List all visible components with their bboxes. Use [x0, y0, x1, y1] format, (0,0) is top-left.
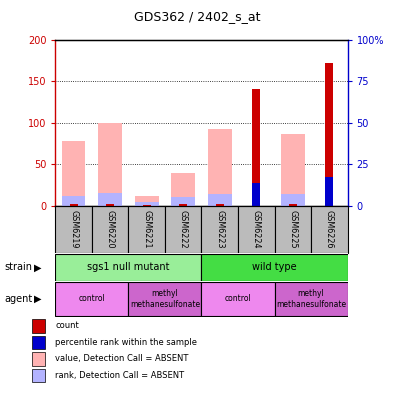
Bar — [171, 197, 195, 206]
Text: GSM6220: GSM6220 — [105, 210, 115, 249]
Text: GSM6219: GSM6219 — [69, 210, 78, 249]
Bar — [55, 206, 92, 253]
Bar — [32, 369, 45, 382]
Bar — [275, 206, 311, 253]
Bar — [216, 204, 224, 206]
Text: ▶: ▶ — [34, 262, 41, 272]
Text: strain: strain — [4, 262, 32, 272]
Bar — [32, 335, 45, 349]
Text: methyl
methanesulfonate: methyl methanesulfonate — [130, 289, 200, 308]
Bar — [143, 205, 150, 206]
Text: percentile rank within the sample: percentile rank within the sample — [55, 338, 197, 347]
Bar — [98, 123, 122, 206]
Text: control: control — [225, 295, 251, 303]
Bar — [208, 194, 231, 206]
Bar — [106, 204, 114, 206]
Text: wild type: wild type — [252, 262, 297, 272]
Bar — [171, 173, 195, 206]
Text: count: count — [55, 321, 79, 330]
Text: sgs1 null mutant: sgs1 null mutant — [87, 262, 169, 272]
Bar — [55, 254, 201, 281]
Bar — [165, 206, 201, 253]
Bar — [201, 254, 348, 281]
Text: GSM6223: GSM6223 — [215, 210, 224, 249]
Bar — [311, 206, 348, 253]
Bar — [55, 282, 128, 316]
Bar — [32, 352, 45, 366]
Text: GDS362 / 2402_s_at: GDS362 / 2402_s_at — [134, 10, 261, 23]
Bar — [135, 196, 158, 206]
Bar — [135, 202, 158, 206]
Text: GSM6224: GSM6224 — [252, 210, 261, 249]
Bar — [62, 141, 85, 206]
Text: GSM6225: GSM6225 — [288, 210, 297, 249]
Bar — [325, 63, 333, 206]
Text: GSM6221: GSM6221 — [142, 210, 151, 249]
Bar — [325, 177, 333, 206]
Bar — [252, 183, 260, 206]
Bar — [281, 194, 305, 206]
Text: GSM6226: GSM6226 — [325, 210, 334, 249]
Text: methyl
methanesulfonate: methyl methanesulfonate — [276, 289, 346, 308]
Text: ▶: ▶ — [34, 294, 41, 304]
Bar — [179, 204, 187, 206]
Bar — [98, 193, 122, 206]
Bar — [32, 319, 45, 333]
Bar — [201, 206, 238, 253]
Text: rank, Detection Call = ABSENT: rank, Detection Call = ABSENT — [55, 371, 184, 380]
Text: agent: agent — [4, 294, 32, 304]
Bar — [128, 282, 201, 316]
Text: GSM6222: GSM6222 — [179, 210, 188, 249]
Text: value, Detection Call = ABSENT: value, Detection Call = ABSENT — [55, 354, 189, 364]
Text: control: control — [79, 295, 105, 303]
Bar — [208, 129, 231, 206]
Bar — [62, 196, 85, 206]
Bar — [281, 134, 305, 206]
Bar — [275, 282, 348, 316]
Bar — [289, 204, 297, 206]
Bar — [92, 206, 128, 253]
Bar — [252, 89, 260, 206]
Bar — [238, 206, 275, 253]
Bar — [201, 282, 275, 316]
Bar — [70, 204, 77, 206]
Bar — [128, 206, 165, 253]
